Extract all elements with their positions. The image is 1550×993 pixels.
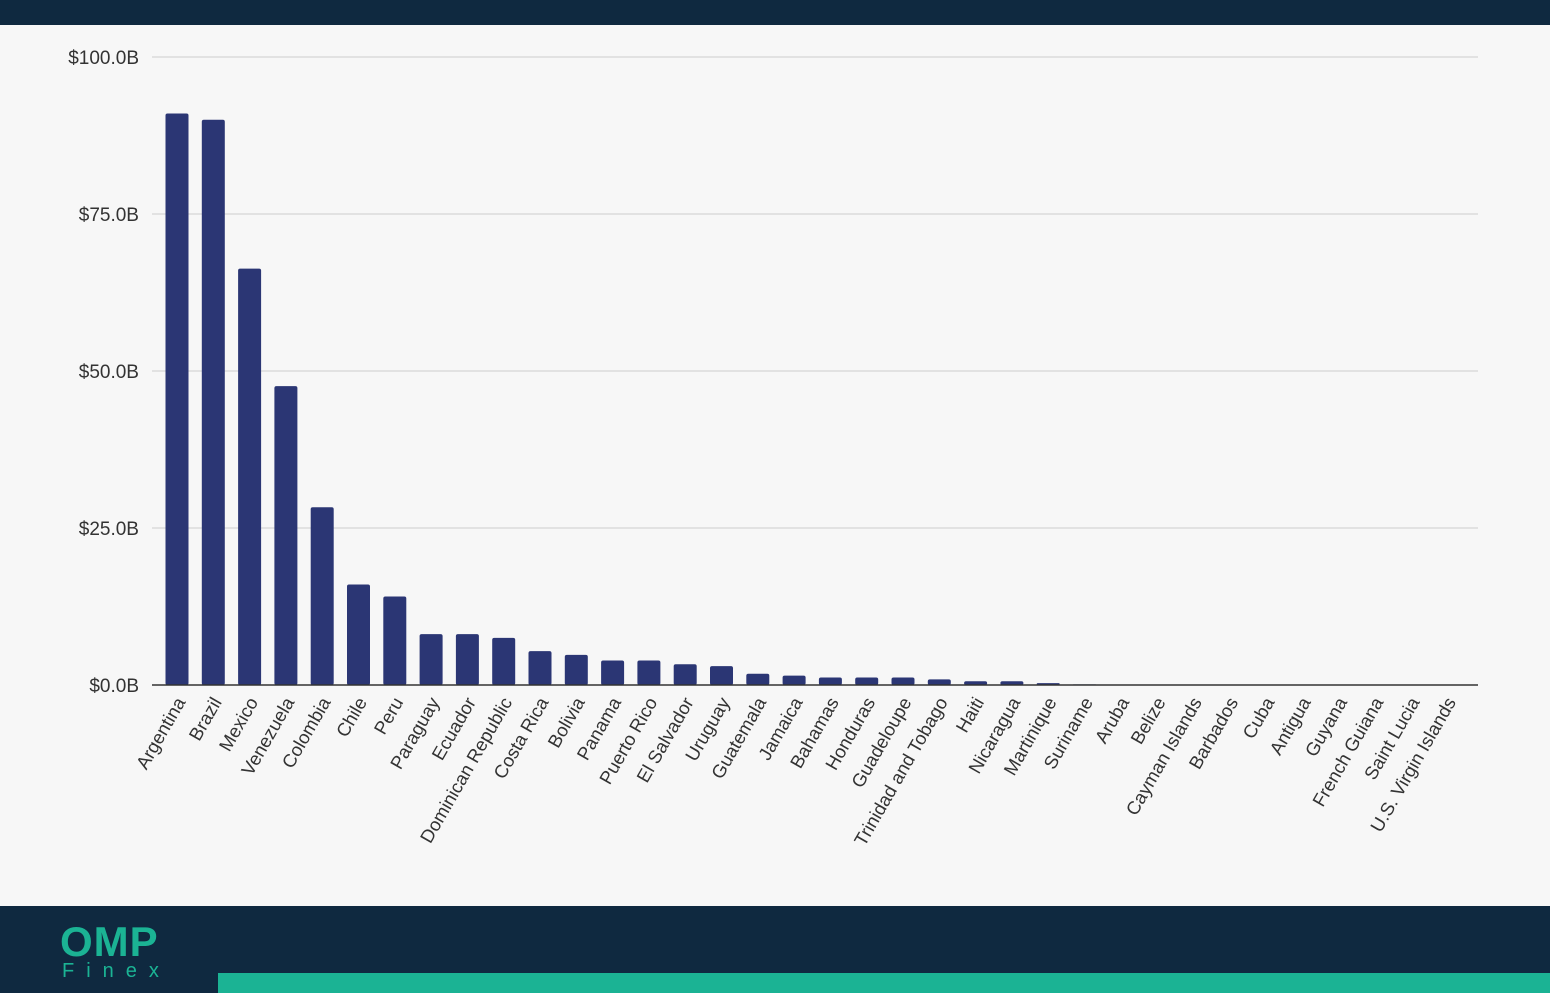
accent-bar [218, 973, 1550, 993]
top-band [0, 0, 1550, 25]
bar-colombia [310, 507, 334, 685]
bar-uruguay [710, 666, 733, 685]
bars [165, 113, 1459, 686]
bar-chile [347, 584, 370, 685]
bar-haiti [964, 681, 988, 685]
bar-paraguay [419, 634, 443, 685]
bar-brazil [201, 119, 225, 686]
bar-panama [601, 660, 625, 685]
footer: OMP Finex [0, 906, 1550, 993]
bar-puerto-rico [637, 660, 661, 685]
bar-peru [383, 596, 407, 685]
x-tick-label: Peru [370, 694, 408, 738]
bar-honduras [855, 677, 879, 685]
y-axis-tick-labels: $0.0B $25.0B $50.0B $75.0B $100.0B [68, 48, 139, 697]
logo-subtitle: Finex [62, 960, 171, 982]
x-tick-label: Haiti [951, 694, 988, 737]
bar-trinidad-and-tobago [927, 679, 951, 685]
omp-finex-logo: OMP Finex [60, 918, 180, 988]
bar-argentina [165, 113, 189, 685]
y-tick-label: $75.0B [79, 205, 139, 226]
bar-nicaragua [1000, 681, 1024, 685]
bar-bahamas [818, 677, 842, 685]
bar-guadeloupe [891, 677, 915, 685]
gridlines [152, 56, 1478, 529]
logo-mark: OMP [60, 918, 159, 965]
y-tick-label: $25.0B [79, 519, 139, 540]
bar-chart: $0.0B $25.0B $50.0B $75.0B $100.0B Argentina… [68, 48, 1478, 849]
bar-ecuador [455, 634, 479, 685]
y-tick-label: $100.0B [68, 48, 139, 69]
y-tick-label: $0.0B [89, 676, 139, 697]
chart-panel: $0.0B $25.0B $50.0B $75.0B $100.0B Argentina… [0, 25, 1550, 906]
bar-el-salvador [673, 664, 697, 685]
bar-costa-rica [528, 651, 552, 685]
x-axis-tick-labels: ArgentinaBrazilMexicoVenezuelaColombiaCh… [132, 693, 1460, 849]
bar-mexico [238, 268, 262, 685]
bar-bolivia [564, 654, 588, 685]
bar-jamaica [782, 675, 806, 685]
bar-venezuela [274, 386, 298, 685]
bar-dominican-republic [492, 637, 516, 685]
bar-guatemala [746, 673, 770, 685]
y-tick-label: $50.0B [79, 362, 139, 383]
x-tick-label: Argentina [132, 693, 190, 773]
x-tick-label: Chile [332, 694, 371, 741]
